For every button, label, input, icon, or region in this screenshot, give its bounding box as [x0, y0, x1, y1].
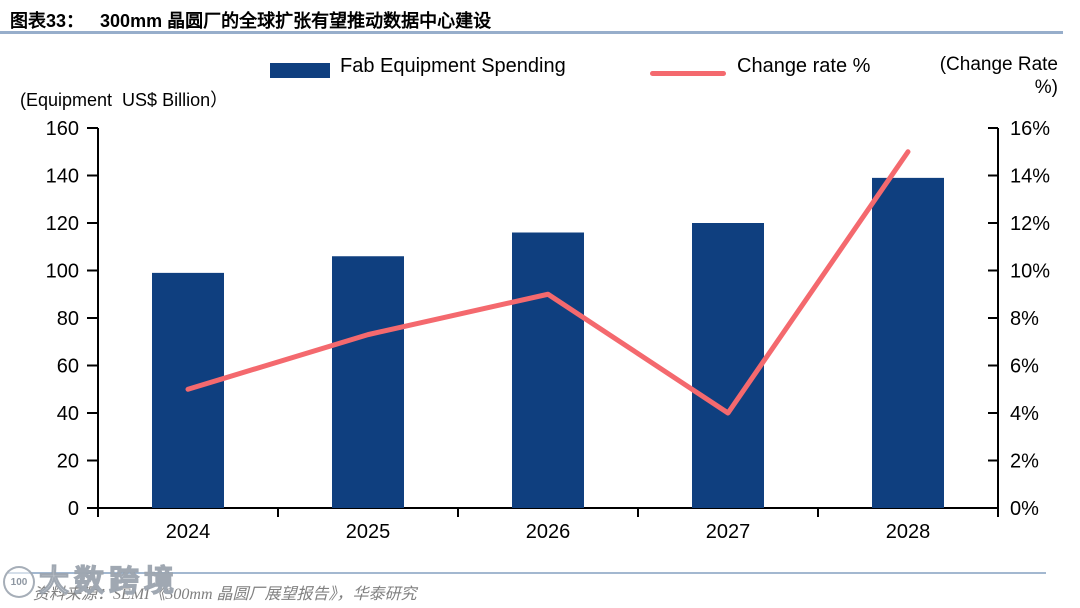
right-axis-tick-label: 6%: [1010, 356, 1039, 378]
left-axis-tick-label: 120: [46, 213, 79, 235]
legend-line-label: Change rate %: [737, 55, 871, 77]
x-axis-label-2027: 2027: [706, 521, 751, 543]
right-axis-tick-label: 14%: [1010, 166, 1050, 188]
right-axis-tick-label: 4%: [1010, 403, 1039, 425]
right-axis-tick-label: 8%: [1010, 308, 1039, 330]
left-axis-tick-label: 100: [46, 261, 79, 283]
left-axis-tick-label: 160: [46, 118, 79, 140]
left-axis: 0 20 40 60 80 100 120 140 160: [46, 118, 99, 520]
source-citation: 资料来源：SEMI《300mm 晶圆厂展望报告》，华泰研究: [33, 586, 417, 603]
footer-divider: [8, 572, 1046, 574]
bar-series: [152, 177, 944, 508]
figure-title: 图表33： 300mm 晶圆厂的全球扩张有望推动数据中心建设: [10, 7, 491, 33]
watermark-logo-icon: 100: [3, 566, 35, 598]
legend-bar-swatch: [270, 63, 330, 78]
bar-2026: [512, 232, 584, 508]
right-axis-tick-label: 0%: [1010, 498, 1039, 520]
combo-chart: 0 20 40 60 80 100 120 140 160 0% 2% 4% 6% 8% 10% 12% 14%…: [46, 118, 1051, 543]
left-axis-tick-label: 20: [57, 451, 79, 473]
x-axis-label-2024: 2024: [166, 521, 211, 543]
left-axis-tick-label: 0: [68, 498, 79, 520]
left-axis-tick-label: 40: [57, 403, 79, 425]
legend-line-swatch: [650, 71, 726, 76]
legend-bar-label: Fab Equipment Spending: [340, 55, 566, 77]
x-axis-label-2026: 2026: [526, 521, 571, 543]
figure-number: 图表33：: [10, 11, 85, 31]
left-axis-tick-label: 140: [46, 166, 79, 188]
right-axis-title: (Change Rate %): [888, 53, 1058, 99]
bar-2025: [332, 256, 404, 508]
right-axis-tick-label: 16%: [1010, 118, 1050, 140]
right-axis-title-line1: (Change Rate: [939, 54, 1058, 75]
x-axis-label-2028: 2028: [886, 521, 931, 543]
left-axis-title: (Equipment US$ Billion）: [20, 90, 229, 110]
right-axis: 0% 2% 4% 6% 8% 10% 12% 14% 16%: [988, 118, 1050, 520]
right-axis-tick-label: 2%: [1010, 451, 1039, 473]
left-axis-tick-label: 60: [57, 356, 79, 378]
watermark-text: 大数跨境: [38, 565, 179, 598]
right-axis-tick-label: 10%: [1010, 261, 1050, 283]
x-axis: 2024 2025 2026 2027 2028: [97, 507, 999, 543]
figure-title-text: 300mm 晶圆厂的全球扩张有望推动数据中心建设: [100, 11, 492, 31]
title-underline: [0, 31, 1063, 34]
x-axis-label-2025: 2025: [346, 521, 391, 543]
bar-2028: [872, 177, 944, 508]
bar-2027: [692, 223, 764, 508]
left-axis-tick-label: 80: [57, 308, 79, 330]
change-rate-line: [185, 149, 911, 416]
right-axis-title-line2: %): [1034, 77, 1058, 98]
watermark: 100 大数跨境: [3, 566, 179, 598]
right-axis-tick-label: 12%: [1010, 213, 1050, 235]
